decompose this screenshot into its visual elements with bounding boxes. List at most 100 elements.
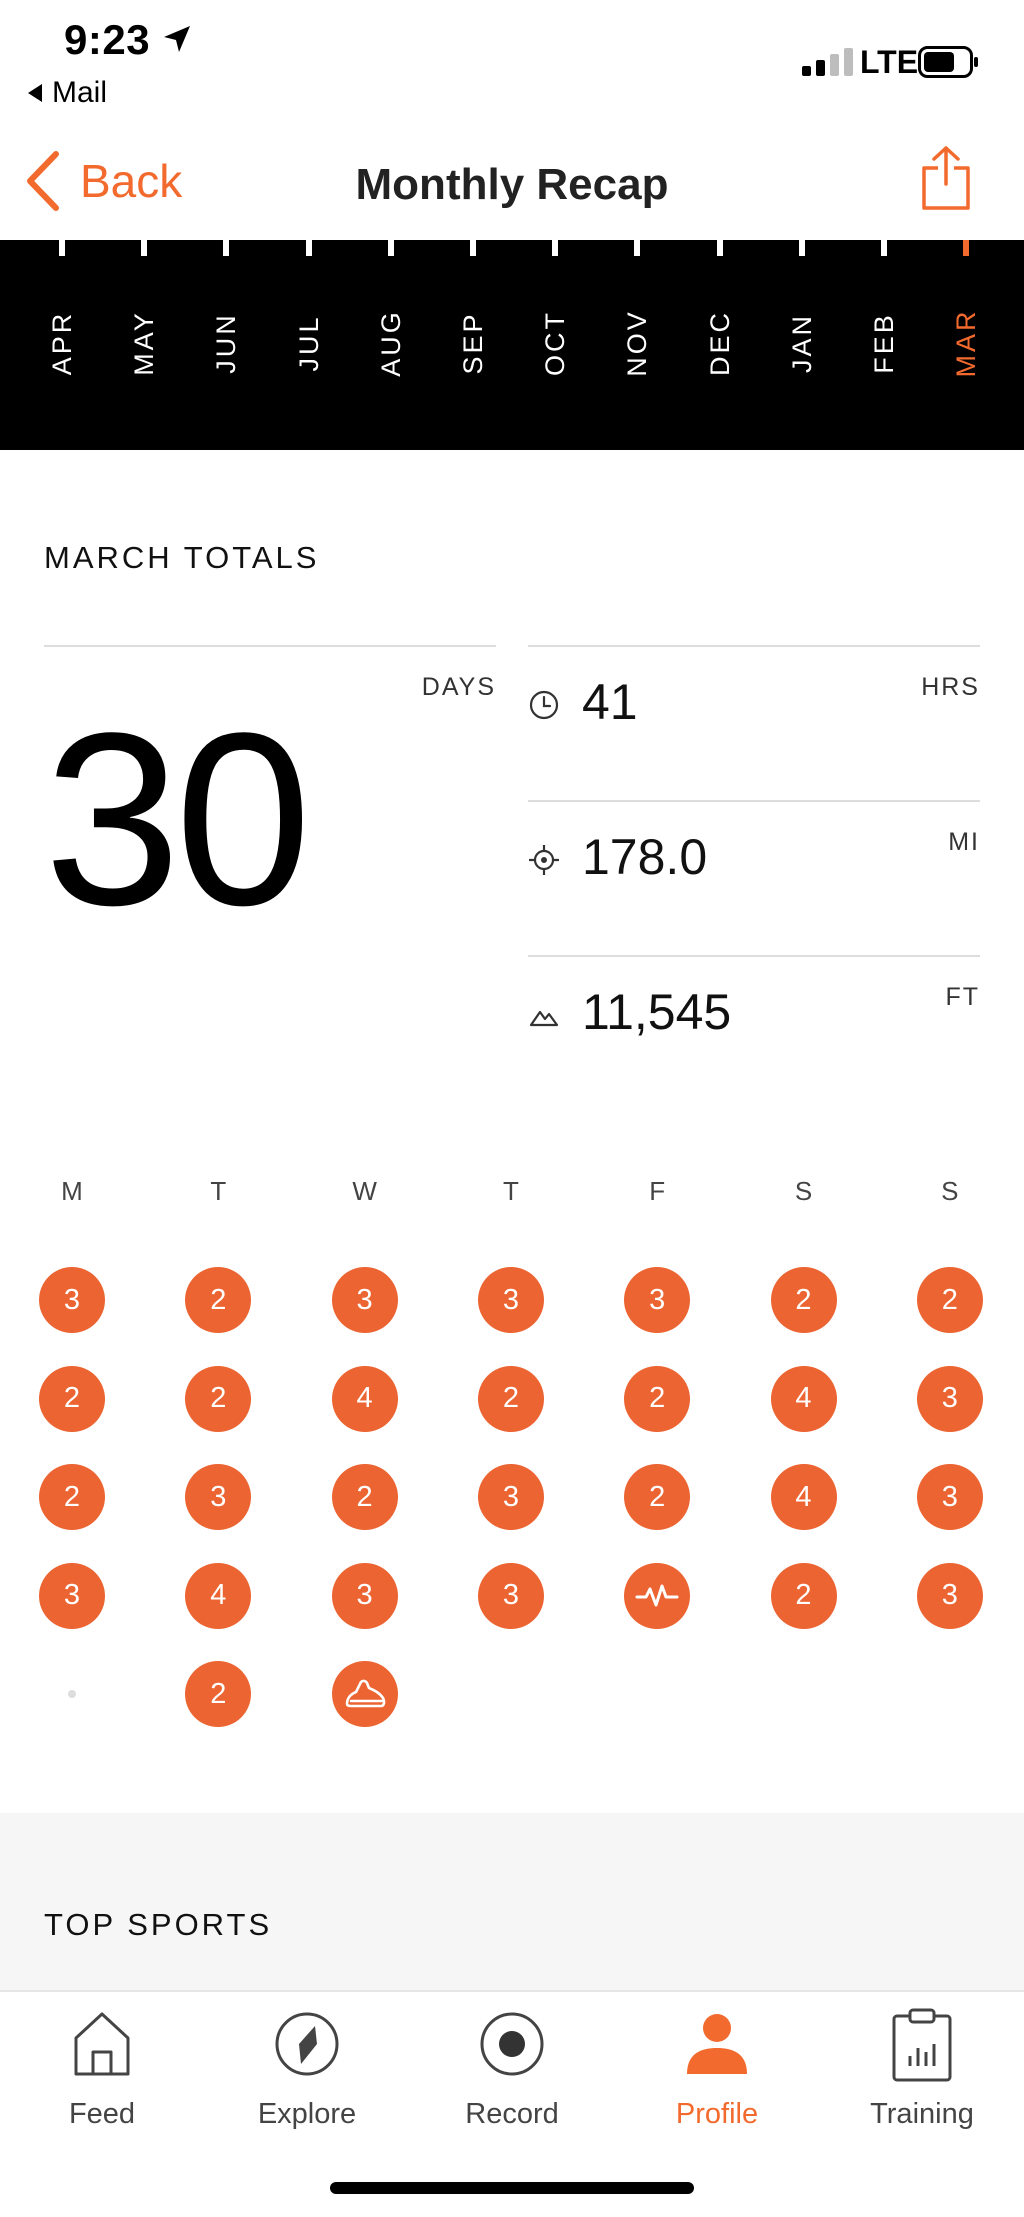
- network-type: LTE: [860, 44, 919, 80]
- day-activity-count: 3: [649, 1283, 666, 1316]
- calendar-day[interactable]: 3: [39, 1562, 105, 1629]
- calendar-day[interactable]: 3: [916, 1464, 983, 1530]
- day-activity-count: 2: [356, 1480, 373, 1513]
- calendar-day[interactable]: 3: [916, 1562, 983, 1629]
- elevation-unit: FT: [945, 983, 980, 1011]
- day-activity-count: 2: [63, 1480, 81, 1513]
- calendar-day[interactable]: 2: [624, 1365, 691, 1432]
- weekday-label: S: [794, 1176, 813, 1206]
- month-tick: [387, 240, 394, 256]
- battery-icon: [918, 46, 978, 78]
- calendar-day[interactable]: 3: [477, 1464, 544, 1530]
- month-tick: [223, 240, 230, 256]
- month-oct[interactable]: OCT: [531, 240, 581, 450]
- month-dec[interactable]: DEC: [696, 240, 746, 450]
- tab-profile[interactable]: Profile: [632, 2004, 802, 2134]
- day-activity-count: 4: [356, 1382, 373, 1414]
- calendar-day[interactable]: 3: [477, 1267, 544, 1333]
- weekday-label: T: [502, 1176, 519, 1206]
- month-sep[interactable]: SEP: [449, 240, 499, 450]
- home-icon: [74, 2012, 130, 2076]
- calendar-day[interactable]: 2: [624, 1464, 691, 1530]
- calendar-day[interactable]: 2: [185, 1267, 252, 1333]
- day-activity-count: 3: [210, 1480, 227, 1513]
- calendar-day[interactable]: 2: [916, 1267, 983, 1333]
- weekday-label: S: [941, 1176, 959, 1206]
- calendar-day[interactable]: 4: [770, 1464, 837, 1530]
- calendar-day[interactable]: 2: [331, 1464, 398, 1530]
- day-activity-count: 2: [649, 1382, 666, 1414]
- calendar-day[interactable]: 2: [770, 1267, 837, 1333]
- shoe-icon: [345, 1679, 385, 1708]
- home-indicator[interactable]: [330, 2182, 694, 2194]
- days-unit: DAYS: [421, 673, 496, 701]
- calendar-day[interactable]: 4: [331, 1365, 398, 1432]
- month-label: FEB: [869, 312, 899, 374]
- calendar-day[interactable]: 2: [477, 1365, 544, 1432]
- calendar-day[interactable]: 2: [185, 1365, 252, 1432]
- calendar-day[interactable]: 4: [185, 1562, 252, 1629]
- empty-day-dot: [68, 1690, 76, 1698]
- month-apr[interactable]: APR: [38, 240, 88, 450]
- day-activity-count: 3: [63, 1579, 81, 1611]
- calendar-day[interactable]: 3: [477, 1562, 544, 1629]
- tab-label: Record: [465, 2098, 559, 2130]
- status-time: 9:23: [64, 16, 151, 63]
- status-bar: 9:23 Mail LTE: [0, 0, 1024, 140]
- back-label: Back: [80, 155, 183, 207]
- month-nov[interactable]: NOV: [613, 240, 663, 450]
- weekday-label: T: [210, 1176, 227, 1206]
- calendar-day[interactable]: 3: [39, 1267, 105, 1333]
- weekday-label: F: [649, 1176, 666, 1206]
- month-mar[interactable]: MAR: [942, 240, 992, 450]
- tab-record[interactable]: Record: [427, 2004, 597, 2134]
- calendar-day[interactable]: [331, 1661, 398, 1727]
- month-jan[interactable]: JAN: [778, 240, 828, 450]
- day-activity-count: 2: [210, 1382, 227, 1414]
- month-label: MAR: [951, 308, 982, 378]
- tab-training[interactable]: Training: [837, 2004, 1007, 2134]
- compass-icon: [275, 2012, 339, 2076]
- calendar-day[interactable]: 3: [185, 1464, 252, 1530]
- back-triangle-icon: [28, 84, 42, 102]
- day-activity-count: 3: [63, 1283, 81, 1316]
- back-to-app[interactable]: Mail: [28, 76, 107, 110]
- elevation-value: 11,545: [582, 984, 732, 1040]
- tab-feed[interactable]: Feed: [17, 2004, 187, 2134]
- day-activity-count: 3: [941, 1480, 958, 1513]
- clock-icon: [529, 690, 559, 720]
- month-tick: [305, 240, 312, 256]
- month-selector: APR MAY JUN JUL AUG SEP OCT NOV DEC JAN FEB MAR: [0, 240, 1024, 450]
- activity-icon: [635, 1584, 679, 1606]
- distance-value: 178.0: [582, 829, 708, 885]
- month-aug[interactable]: AUG: [367, 240, 417, 450]
- calendar-day[interactable]: 4: [770, 1365, 837, 1432]
- back-app-label: Mail: [52, 76, 108, 109]
- calendar-day[interactable]: 3: [331, 1267, 398, 1333]
- month-may[interactable]: MAY: [120, 240, 170, 450]
- calendar-day[interactable]: 2: [39, 1365, 105, 1432]
- day-activity-count: 4: [795, 1382, 812, 1414]
- calendar-day[interactable]: 2: [185, 1661, 252, 1727]
- nav-bar: Back Monthly Recap: [0, 140, 1024, 240]
- calendar-day[interactable]: [624, 1562, 691, 1629]
- calendar-day[interactable]: 2: [770, 1562, 837, 1629]
- clipboard-chart-icon: [892, 2008, 952, 2082]
- month-feb[interactable]: FEB: [860, 240, 910, 450]
- month-jun[interactable]: JUN: [202, 240, 252, 450]
- tab-explore[interactable]: Explore: [222, 2004, 392, 2134]
- month-tick: [552, 240, 559, 256]
- calendar-day[interactable]: 2: [39, 1464, 105, 1530]
- month-jul[interactable]: JUL: [285, 240, 335, 450]
- calendar-day[interactable]: 3: [331, 1562, 398, 1629]
- day-activity-count: 3: [941, 1382, 958, 1414]
- time-total: 41 HRS: [528, 645, 980, 800]
- month-label: APR: [47, 310, 77, 376]
- day-activity-count: 2: [210, 1677, 227, 1710]
- share-icon[interactable]: [920, 144, 972, 212]
- month-label: JAN: [786, 313, 817, 374]
- back-button[interactable]: Back: [22, 150, 182, 212]
- calendar-day[interactable]: 3: [916, 1365, 983, 1432]
- chevron-left-icon: [27, 151, 59, 211]
- calendar-day[interactable]: 3: [624, 1267, 691, 1333]
